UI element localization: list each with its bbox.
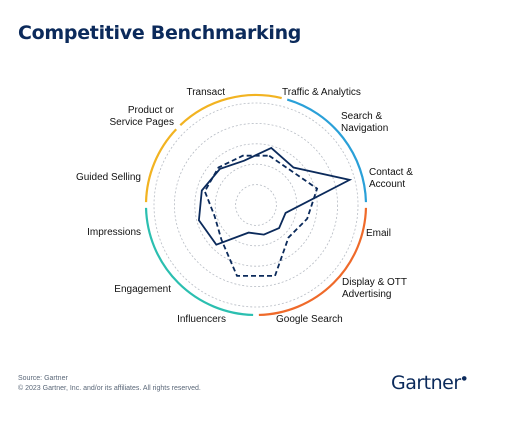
logo-dot: ● [461, 375, 467, 382]
category-arc [286, 98, 368, 203]
footer: Source: Gartner © 2023 Gartner, Inc. and… [18, 374, 201, 393]
category-arc [144, 207, 254, 317]
category-label-line: Engagement [114, 284, 171, 295]
category-label: Transact [186, 87, 225, 98]
category-label-line: Display & OTT [342, 277, 407, 288]
grid-ring [153, 102, 359, 308]
copyright-note: © 2023 Gartner, Inc. and/or its affiliat… [18, 384, 201, 392]
category-label: Contact & Account [369, 167, 413, 190]
category-label: Display & OTT Advertising [342, 277, 407, 300]
category-label: Impressions [87, 227, 141, 238]
category-label-line: Search & [341, 111, 382, 122]
category-label-line: Email [366, 228, 391, 239]
category-label: Influencers [177, 314, 226, 325]
grid-ring [173, 123, 338, 287]
category-label: Traffic & Analytics [282, 87, 361, 98]
logo-text: Gartner [391, 372, 461, 394]
series-line-solid [197, 146, 353, 246]
source-note: Source: Gartner [18, 375, 68, 382]
category-arc [144, 128, 178, 203]
category-label: Guided Selling [76, 172, 141, 183]
category-label-line: Google Search [276, 314, 343, 325]
category-label: Engagement [114, 284, 171, 295]
category-label-line: Account [369, 179, 405, 190]
chart-title: Competitive Benchmarking [18, 22, 302, 44]
category-label-line: Impressions [87, 227, 141, 238]
category-arc [258, 207, 368, 317]
category-label: Google Search [276, 314, 343, 325]
category-label-line: Guided Selling [76, 172, 141, 183]
grid-ring [194, 143, 318, 267]
series-line-dashed [203, 154, 319, 277]
category-label-line: Traffic & Analytics [282, 87, 361, 98]
gartner-logo: Gartner● [391, 372, 467, 394]
category-label: Product or Service Pages [110, 105, 175, 128]
category-label-line: Influencers [177, 314, 226, 325]
grid-ring [214, 163, 298, 247]
category-label-line: Product or [128, 105, 175, 116]
grid-ring [235, 184, 277, 226]
category-label-line: Service Pages [110, 117, 174, 128]
category-label-line: Advertising [342, 289, 391, 300]
category-label-line: Transact [186, 87, 225, 98]
category-arc [179, 93, 282, 127]
category-label-line: Contact & [369, 167, 413, 178]
category-label: Email [366, 228, 391, 239]
category-label-line: Navigation [341, 123, 388, 134]
category-label: Search & Navigation [341, 111, 388, 134]
